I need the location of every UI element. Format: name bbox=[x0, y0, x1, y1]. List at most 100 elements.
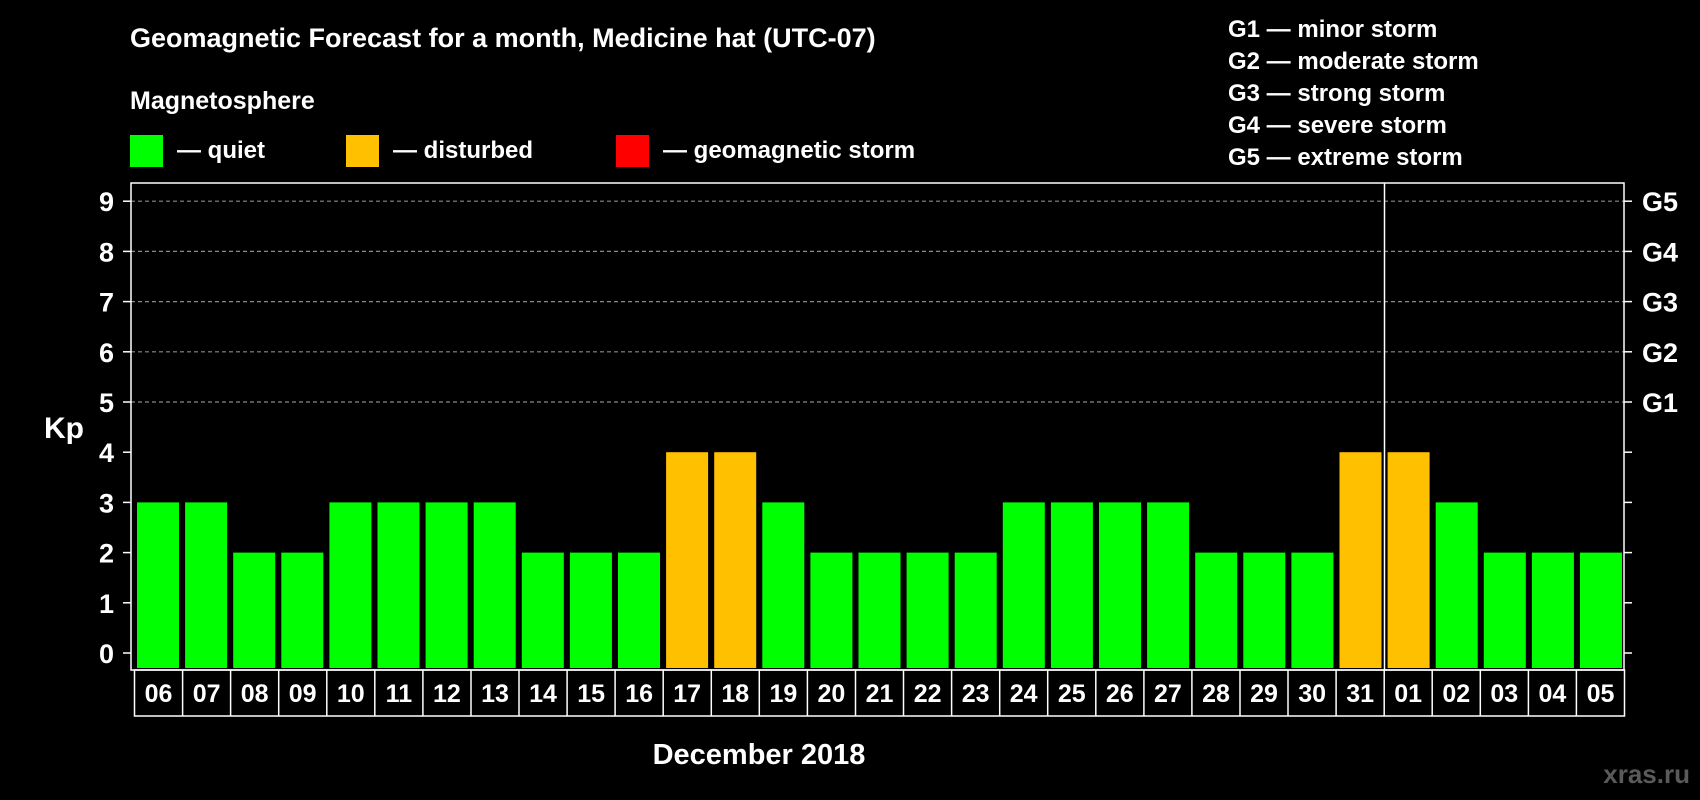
bar-21 bbox=[858, 552, 901, 668]
bar-06 bbox=[137, 502, 179, 668]
bar-09 bbox=[281, 552, 324, 668]
bar-05 bbox=[1580, 552, 1622, 668]
y-tick-label-0: 0 bbox=[99, 639, 114, 669]
x-axis-label: December 2018 bbox=[653, 739, 866, 771]
date-cells-border bbox=[133, 669, 1626, 717]
x-tick-label-05: 05 bbox=[1587, 680, 1615, 708]
x-tick-label-15: 15 bbox=[577, 680, 605, 708]
y-tick-label-3: 3 bbox=[99, 488, 114, 518]
x-tick-label-12: 12 bbox=[433, 680, 461, 708]
y-tick-label-4: 4 bbox=[99, 438, 114, 468]
storm-scale-g5: G5 — extreme storm bbox=[1228, 144, 1463, 171]
x-tick-label-30: 30 bbox=[1298, 680, 1326, 708]
y-tick-label-5: 5 bbox=[99, 388, 114, 418]
right-axis-g-scale: G1 G2 G3 G4 G5 bbox=[1624, 187, 1678, 654]
right-axis-label-g5: G5 bbox=[1642, 187, 1678, 217]
watermark: xras.ru bbox=[1603, 759, 1690, 789]
y-tick-label-2: 2 bbox=[99, 539, 114, 569]
bar-08 bbox=[233, 552, 276, 668]
bar-10 bbox=[329, 502, 372, 668]
x-tick-label-16: 16 bbox=[625, 680, 653, 708]
storm-scale-legend: G1 — minor storm G2 — moderate storm G3 … bbox=[1228, 16, 1479, 171]
x-tick-label-21: 21 bbox=[866, 680, 894, 708]
x-axis-date-cells: 06 07 08 09 10 11 12 13 14 15 16 17 18 19 20 21 22 23 24 25… bbox=[133, 669, 1626, 717]
chart-title: Geomagnetic Forecast for a month, Medici… bbox=[130, 23, 876, 53]
y-tick-label-7: 7 bbox=[99, 288, 114, 318]
bar-28 bbox=[1195, 552, 1238, 668]
x-tick-label-04: 04 bbox=[1538, 680, 1566, 708]
legend: — quiet — disturbed — geomagnetic storm bbox=[130, 135, 915, 167]
x-tick-label-29: 29 bbox=[1250, 680, 1278, 708]
bar-24 bbox=[1002, 502, 1045, 668]
x-tick-label-28: 28 bbox=[1202, 680, 1230, 708]
bar-04 bbox=[1531, 552, 1574, 668]
bar-19 bbox=[762, 502, 805, 668]
x-tick-label-20: 20 bbox=[817, 680, 845, 708]
storm-scale-g1: G1 — minor storm bbox=[1228, 16, 1437, 43]
bars bbox=[137, 452, 1622, 668]
legend-swatch-quiet bbox=[130, 135, 163, 167]
legend-label-quiet: — quiet bbox=[177, 137, 265, 164]
bar-16 bbox=[618, 552, 660, 668]
x-tick-label-03: 03 bbox=[1490, 680, 1518, 708]
bar-20 bbox=[810, 552, 853, 668]
x-tick-label-02: 02 bbox=[1442, 680, 1470, 708]
bar-26 bbox=[1099, 502, 1141, 668]
x-tick-label-23: 23 bbox=[962, 680, 990, 708]
bar-02 bbox=[1435, 502, 1478, 668]
y-tick-label-9: 9 bbox=[99, 187, 114, 217]
x-tick-label-10: 10 bbox=[337, 680, 365, 708]
y-tick-label-8: 8 bbox=[99, 237, 114, 267]
y-axis-ticks: 0 1 2 3 4 5 6 7 8 9 bbox=[99, 187, 131, 669]
bar-11 bbox=[377, 502, 420, 668]
x-tick-label-31: 31 bbox=[1346, 680, 1374, 708]
storm-scale-g3: G3 — strong storm bbox=[1228, 80, 1445, 107]
x-tick-label-01: 01 bbox=[1394, 680, 1422, 708]
storm-scale-g4: G4 — severe storm bbox=[1228, 112, 1447, 139]
right-axis-label-g4: G4 bbox=[1642, 237, 1678, 267]
bar-27 bbox=[1147, 502, 1190, 668]
bar-14 bbox=[521, 552, 564, 668]
bar-18 bbox=[714, 452, 757, 668]
y-tick-label-1: 1 bbox=[99, 589, 114, 619]
legend-title: Magnetosphere bbox=[130, 87, 315, 115]
x-tick-label-11: 11 bbox=[386, 680, 413, 708]
legend-label-disturbed: — disturbed bbox=[393, 137, 533, 164]
bar-13 bbox=[473, 502, 516, 668]
bar-03 bbox=[1483, 552, 1526, 668]
bar-31 bbox=[1339, 452, 1382, 668]
x-tick-label-13: 13 bbox=[481, 680, 509, 708]
x-tick-label-09: 09 bbox=[289, 680, 317, 708]
bar-23 bbox=[954, 552, 997, 668]
storm-scale-g2: G2 — moderate storm bbox=[1228, 48, 1479, 75]
bar-25 bbox=[1050, 502, 1093, 668]
legend-label-storm: — geomagnetic storm bbox=[663, 137, 915, 164]
x-tick-label-07: 07 bbox=[193, 680, 221, 708]
right-axis-label-g2: G2 bbox=[1642, 338, 1678, 368]
x-tick-label-17: 17 bbox=[673, 680, 701, 708]
legend-swatch-storm bbox=[616, 135, 649, 167]
x-tick-label-06: 06 bbox=[145, 680, 173, 708]
bar-22 bbox=[906, 552, 949, 668]
x-tick-label-24: 24 bbox=[1010, 680, 1038, 708]
bar-12 bbox=[425, 502, 468, 668]
gridlines bbox=[131, 200, 1624, 403]
y-tick-label-6: 6 bbox=[99, 338, 114, 368]
x-tick-label-26: 26 bbox=[1106, 680, 1134, 708]
bar-30 bbox=[1291, 552, 1334, 668]
bar-29 bbox=[1243, 552, 1286, 668]
bar-07 bbox=[185, 502, 228, 668]
x-tick-label-19: 19 bbox=[769, 680, 797, 708]
x-tick-label-25: 25 bbox=[1058, 680, 1086, 708]
x-tick-label-27: 27 bbox=[1154, 680, 1182, 708]
x-tick-label-18: 18 bbox=[721, 680, 749, 708]
right-axis-label-g3: G3 bbox=[1642, 288, 1678, 318]
bar-01 bbox=[1387, 452, 1430, 668]
x-tick-label-22: 22 bbox=[914, 680, 942, 708]
legend-swatch-disturbed bbox=[346, 135, 379, 167]
bar-17 bbox=[666, 452, 709, 668]
x-tick-label-14: 14 bbox=[529, 680, 557, 708]
x-tick-label-08: 08 bbox=[241, 680, 269, 708]
bar-15 bbox=[569, 552, 612, 668]
